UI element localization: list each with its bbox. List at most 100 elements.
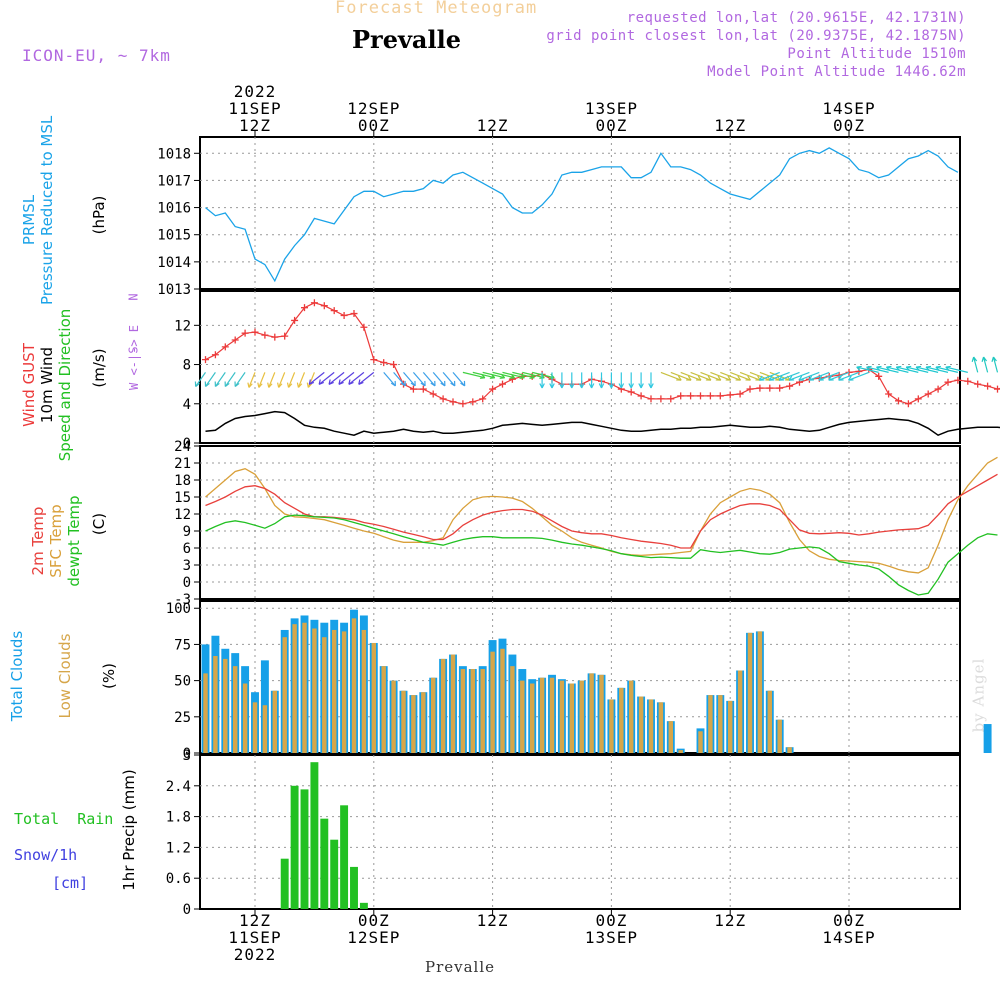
top-time-label: 12Z <box>714 116 746 135</box>
wind-direction-arrow <box>318 371 335 385</box>
wind-direction-arrowhead <box>296 382 303 388</box>
gust-marker <box>914 395 922 403</box>
supertitle: Forecast Meteogram <box>335 0 538 18</box>
wind-direction-arrow <box>906 366 929 373</box>
wind-direction-arrowhead <box>267 382 273 388</box>
gust-marker <box>202 356 209 364</box>
low-cloud-bar <box>282 637 287 753</box>
wind-direction-arrowhead <box>286 382 293 388</box>
wind-direction-arrow <box>338 371 355 385</box>
y-tick-label: 100 <box>166 601 191 617</box>
low-cloud-bar <box>292 624 297 753</box>
wind-direction-arrow <box>393 372 406 387</box>
y-tick-label: 0 <box>183 902 191 918</box>
top-time-label: 12Z <box>477 116 509 135</box>
y-tick-label: 1018 <box>157 146 191 162</box>
info-line-2: grid point closest lon,lat (20.9375E, 42… <box>546 28 966 44</box>
low-cloud-bar <box>421 692 426 753</box>
low-cloud-bar <box>579 680 584 753</box>
wind-direction-arrowhead <box>390 380 396 387</box>
low-cloud-bar <box>559 680 565 753</box>
top-time-label: 2022 <box>234 82 277 101</box>
y-tick-label: 15 <box>174 490 191 506</box>
low-cloud-bar <box>312 628 317 753</box>
gust-marker <box>310 299 318 307</box>
wind-direction-arrow <box>700 371 721 381</box>
rain-bar <box>340 805 349 909</box>
top-time-label: 14SEP <box>822 99 875 118</box>
wind-direction-arrow <box>482 371 505 379</box>
wind-direction-arrowhead <box>745 375 751 381</box>
bottom-time-label: 00Z <box>833 911 865 930</box>
low-cloud-bar <box>331 629 337 753</box>
low-cloud-bar <box>708 695 713 753</box>
total-cloud-bar <box>983 724 992 753</box>
bottom-time-label: 12Z <box>239 911 271 930</box>
precip-axis-label: 1hr Precip (mm) <box>120 769 138 891</box>
wind-direction-arrowhead <box>430 380 436 387</box>
gust-marker <box>439 395 447 403</box>
wind-direction-arrow <box>992 356 999 373</box>
wind-direction-arrow <box>432 372 446 387</box>
wind-direction-arrow <box>982 356 989 373</box>
wind-direction-arrow <box>268 372 276 388</box>
wind-direction-arrowhead <box>348 379 354 385</box>
wind-direction-arrowhead <box>306 382 313 388</box>
wind-direction-arrowhead <box>828 375 834 381</box>
wind-direction-arrowhead <box>234 381 240 388</box>
wind-direction-arrow <box>729 371 751 381</box>
wind-direction-arrow <box>838 371 860 381</box>
gust-marker <box>350 310 358 318</box>
low-cloud-bar <box>520 680 525 753</box>
wind-direction-arrowhead <box>568 383 575 389</box>
compass-n: N <box>126 293 141 301</box>
gust-marker <box>934 385 942 393</box>
pressure-label-line-2: Pressure Reduced to MSL <box>38 115 56 305</box>
gust-marker <box>657 395 665 403</box>
low-cloud-bar <box>787 747 792 753</box>
wind-direction-arrow <box>739 371 761 381</box>
low-cloud-bar <box>302 622 307 753</box>
low-cloud-bar <box>510 666 515 753</box>
low-cloud-bar <box>450 654 456 753</box>
y-tick-label: 1.2 <box>166 840 191 856</box>
wind-speed-line <box>205 410 1000 437</box>
y-tick-label: 12 <box>174 318 191 334</box>
low-cloud-bar <box>589 673 594 753</box>
wind-direction-arrow <box>660 371 682 381</box>
pressure-line <box>205 147 959 283</box>
low-cloud-bar <box>401 690 406 753</box>
wind-direction-arrow <box>512 371 535 379</box>
top-time-label: 13SEP <box>585 99 638 118</box>
wind-unit: (m/s) <box>90 348 108 388</box>
bottom-time-label: 12SEP <box>347 928 400 947</box>
wind-direction-arrowhead <box>450 380 456 387</box>
low-cloud-bar <box>391 680 396 753</box>
gust-marker <box>706 392 714 400</box>
wind-direction-arrowhead <box>257 382 263 388</box>
low-cloud-bar <box>599 674 604 753</box>
wind-direction-arrow <box>522 371 545 379</box>
wind-direction-arrow <box>422 372 436 387</box>
pressure-label-line-1: PRMSL <box>20 194 38 246</box>
wind-direction-arrowhead <box>410 380 416 387</box>
gust-marker <box>380 359 388 367</box>
wind-direction-arrow <box>769 371 790 381</box>
wind-direction-arrow <box>915 366 939 373</box>
wind-direction-arrowhead <box>224 381 230 388</box>
gust-marker <box>687 392 695 400</box>
sfc-temp-line <box>205 456 998 574</box>
wind-direction-arrowhead <box>676 375 682 381</box>
wind-direction-arrow <box>945 366 968 373</box>
low-cloud-bar <box>569 683 575 753</box>
compass-we: W <-|-> E <box>127 324 141 390</box>
rain-bar <box>290 785 299 909</box>
wind-direction-arrowhead <box>318 379 324 385</box>
rain-bar <box>310 762 319 909</box>
y-tick-label: 0 <box>183 746 191 762</box>
gust-marker <box>330 307 338 315</box>
dewpt-line <box>205 514 998 596</box>
pressure-axis-label: PRMSL Pressure Reduced to MSL <box>20 115 60 305</box>
gust-marker <box>964 377 972 385</box>
wind-direction-arrow <box>866 366 889 373</box>
